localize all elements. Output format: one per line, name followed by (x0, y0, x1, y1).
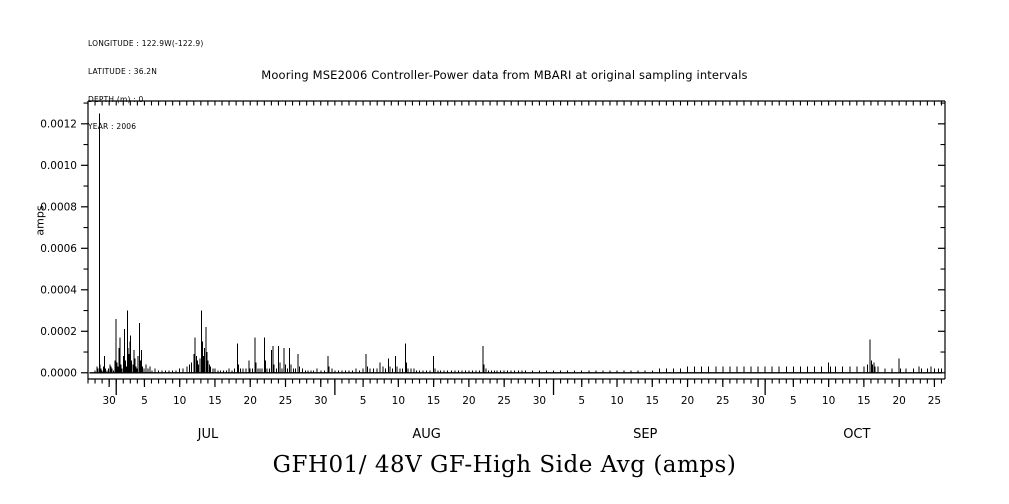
svg-text:JUL: JUL (197, 427, 219, 442)
metadata-longitude: LONGITUDE : 122.9W(-122.9) (88, 39, 204, 49)
x-axis-month-labels: JUL AUG SEP OCT (197, 427, 871, 442)
x-axis-tick-labels: 30 5 10 15 20 25 30 5 10 15 20 25 30 5 10 15 20 25 30 5 10 15… (102, 395, 941, 407)
svg-text:20: 20 (462, 395, 475, 407)
svg-text:15: 15 (857, 395, 870, 407)
plot-frame (87, 100, 946, 380)
svg-text:5: 5 (360, 395, 367, 407)
svg-text:25: 25 (279, 395, 292, 407)
svg-text:25: 25 (716, 395, 729, 407)
svg-text:30: 30 (751, 395, 764, 407)
svg-text:SEP: SEP (633, 427, 657, 442)
metadata-depth: DEPTH (m) : 0 (88, 94, 144, 104)
svg-text:20: 20 (892, 395, 905, 407)
data-series-group (89, 113, 942, 374)
svg-text:AUG: AUG (412, 427, 440, 442)
svg-text:0.0008: 0.0008 (40, 202, 77, 214)
svg-text:OCT: OCT (843, 427, 870, 442)
metadata-year: YEAR : 2006 (88, 122, 137, 132)
svg-text:10: 10 (173, 395, 186, 407)
svg-text:0.0012: 0.0012 (40, 119, 77, 131)
y-axis-tick-labels: 0.0000 0.0002 0.0004 0.0006 0.0008 0.0010 0.00… (40, 119, 77, 380)
svg-text:0.0006: 0.0006 (40, 243, 77, 255)
svg-text:0.0000: 0.0000 (40, 367, 77, 379)
svg-text:10: 10 (822, 395, 835, 407)
svg-text:0.0002: 0.0002 (40, 326, 77, 338)
svg-text:30: 30 (102, 395, 115, 407)
figure-caption: GFH01/ 48V GF-High Side Avg (amps) (272, 452, 737, 478)
svg-text:15: 15 (208, 395, 221, 407)
svg-text:15: 15 (427, 395, 440, 407)
svg-text:10: 10 (610, 395, 623, 407)
svg-text:0.0010: 0.0010 (40, 160, 77, 172)
svg-text:30: 30 (533, 395, 546, 407)
x-axis-ticks (87, 101, 943, 395)
plot-title: Mooring MSE2006 Controller-Power data fr… (261, 68, 748, 82)
svg-text:10: 10 (392, 395, 405, 407)
svg-text:5: 5 (790, 395, 797, 407)
metadata-latitude: LATITUDE : 36.2N (88, 67, 158, 77)
y-axis-ticks (81, 102, 945, 374)
svg-text:25: 25 (497, 395, 510, 407)
metadata-header: LONGITUDE : 122.9W(-122.9) LATITUDE : 36… (88, 21, 203, 141)
svg-text:5: 5 (141, 395, 148, 407)
svg-text:20: 20 (681, 395, 694, 407)
svg-text:30: 30 (314, 395, 327, 407)
svg-text:20: 20 (244, 395, 257, 407)
svg-text:0.0004: 0.0004 (40, 284, 77, 296)
svg-text:25: 25 (928, 395, 941, 407)
svg-text:5: 5 (578, 395, 585, 407)
svg-text:15: 15 (646, 395, 659, 407)
data-series-line (89, 113, 942, 374)
